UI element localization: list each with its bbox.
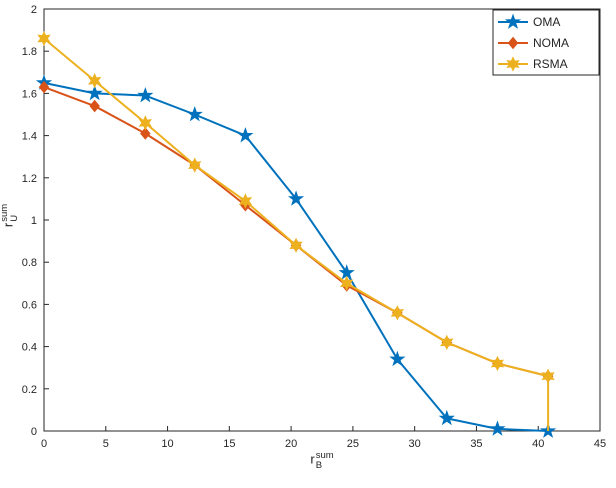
marker-hexagram bbox=[340, 275, 354, 292]
x-axis-label-stack: sum B bbox=[316, 451, 334, 470]
x-tick-label: 40 bbox=[532, 438, 544, 450]
x-axis-label-sub: B bbox=[315, 459, 323, 471]
marker-hexagram bbox=[490, 355, 505, 372]
x-tick-label: 25 bbox=[347, 438, 359, 450]
y-tick-label: 0.2 bbox=[22, 384, 37, 396]
marker-hexagram bbox=[188, 157, 202, 173]
x-tick-label: 45 bbox=[594, 438, 606, 450]
marker-hexagram bbox=[238, 193, 253, 209]
legend[interactable]: OMA NOMA RSMA bbox=[492, 9, 600, 76]
marker-diamond bbox=[89, 99, 100, 113]
y-tick-label: 0.8 bbox=[22, 257, 37, 269]
y-tick-label: 2 bbox=[31, 4, 37, 16]
marker-diamond bbox=[38, 80, 50, 94]
x-tick-label: 5 bbox=[103, 438, 109, 450]
marker-pentagram bbox=[237, 127, 254, 143]
x-tick-label: 20 bbox=[285, 438, 297, 450]
x-tick-label: 15 bbox=[223, 438, 235, 450]
y-tick-label: 1.4 bbox=[22, 131, 37, 143]
x-tick-label: 10 bbox=[161, 438, 173, 450]
marker-pentagram bbox=[504, 13, 522, 29]
y-tick-label: 0.6 bbox=[22, 299, 37, 311]
y-tick-label: 1.6 bbox=[22, 88, 37, 100]
marker-hexagram bbox=[541, 368, 555, 384]
marker-hexagram bbox=[87, 73, 102, 89]
marker-diamond bbox=[507, 36, 519, 50]
x-tick-label: 0 bbox=[41, 438, 47, 450]
y-tick-label: 1.2 bbox=[22, 173, 37, 185]
x-axis-label-sup: sum bbox=[315, 450, 334, 461]
marker-pentagram bbox=[389, 350, 406, 367]
legend-label-RSMA: RSMA bbox=[533, 57, 568, 71]
y-tick-label: 1.8 bbox=[22, 46, 37, 58]
marker-pentagram bbox=[287, 190, 305, 206]
marker-pentagram bbox=[338, 264, 355, 280]
marker-hexagram bbox=[289, 237, 303, 254]
x-axis-label: r sum B bbox=[310, 451, 333, 470]
y-tick-label: 0.4 bbox=[22, 342, 37, 354]
plot-box bbox=[43, 8, 601, 432]
marker-hexagram bbox=[506, 56, 520, 72]
marker-pentagram bbox=[438, 409, 455, 426]
series-line-RSMA bbox=[43, 37, 550, 431]
legend-label-OMA: OMA bbox=[533, 15, 560, 29]
y-axis-label-sub: U bbox=[8, 214, 20, 222]
x-axis-label-base: r bbox=[310, 451, 315, 467]
marker-pentagram bbox=[86, 84, 103, 101]
marker-hexagram bbox=[440, 334, 454, 351]
y-axis-label-stack: sum U bbox=[0, 204, 20, 222]
y-axis-label: r sum U bbox=[0, 204, 20, 228]
y-tick-label: 1 bbox=[31, 215, 37, 227]
y-tick-label: 0 bbox=[31, 426, 37, 438]
y-axis-label-base: r bbox=[0, 222, 16, 228]
marker-hexagram bbox=[390, 305, 405, 321]
legend-label-NOMA: NOMA bbox=[533, 36, 569, 50]
x-tick-label: 30 bbox=[409, 438, 421, 450]
series-RSMA bbox=[37, 30, 555, 431]
x-tick-label: 35 bbox=[470, 438, 482, 450]
marker-pentagram bbox=[186, 105, 203, 122]
marker-hexagram bbox=[138, 115, 152, 131]
marker-hexagram bbox=[37, 30, 51, 47]
marker-pentagram bbox=[137, 86, 154, 103]
marker-diamond bbox=[140, 127, 151, 140]
marker-pentagram bbox=[489, 420, 506, 436]
